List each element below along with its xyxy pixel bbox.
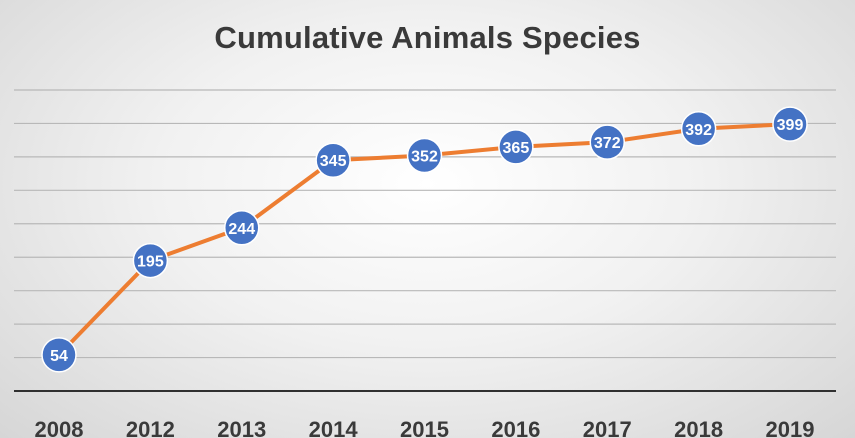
x-tick-label: 2019: [766, 417, 815, 438]
data-point-marker: [406, 137, 443, 174]
data-label: 54: [50, 348, 68, 365]
x-tick-label: 2015: [400, 417, 449, 438]
data-label: 244: [228, 221, 255, 238]
data-label: 372: [594, 135, 621, 152]
data-point-marker: [224, 210, 260, 246]
data-label: 399: [777, 117, 804, 134]
data-point-marker: [589, 124, 625, 160]
x-axis-ticks: 2008 2012 2013 2014 2015 2016 2017 2018 2019: [35, 417, 815, 438]
x-tick-label: 2008: [35, 417, 84, 438]
data-label: 365: [503, 140, 530, 157]
x-tick-label: 2018: [674, 417, 723, 438]
data-label: 392: [685, 122, 712, 139]
chart-title: Cumulative Animals Species: [214, 20, 641, 55]
data-point-marker: [498, 129, 534, 165]
data-label: 195: [137, 254, 164, 271]
data-label: 345: [320, 153, 347, 170]
x-tick-label: 2016: [491, 417, 540, 438]
data-label: 352: [411, 149, 438, 166]
data-point-marker: [680, 111, 717, 147]
x-tick-label: 2012: [126, 417, 175, 438]
data-point-marker: [772, 106, 808, 142]
data-point-marker: [132, 242, 169, 279]
markers: 54 195 244 345 352 365 372 392 399: [41, 106, 808, 373]
x-tick-label: 2013: [217, 417, 266, 438]
x-tick-label: 2017: [583, 417, 632, 438]
data-point-marker: [41, 337, 77, 373]
data-point-marker: [315, 142, 351, 178]
x-tick-label: 2014: [309, 417, 359, 438]
